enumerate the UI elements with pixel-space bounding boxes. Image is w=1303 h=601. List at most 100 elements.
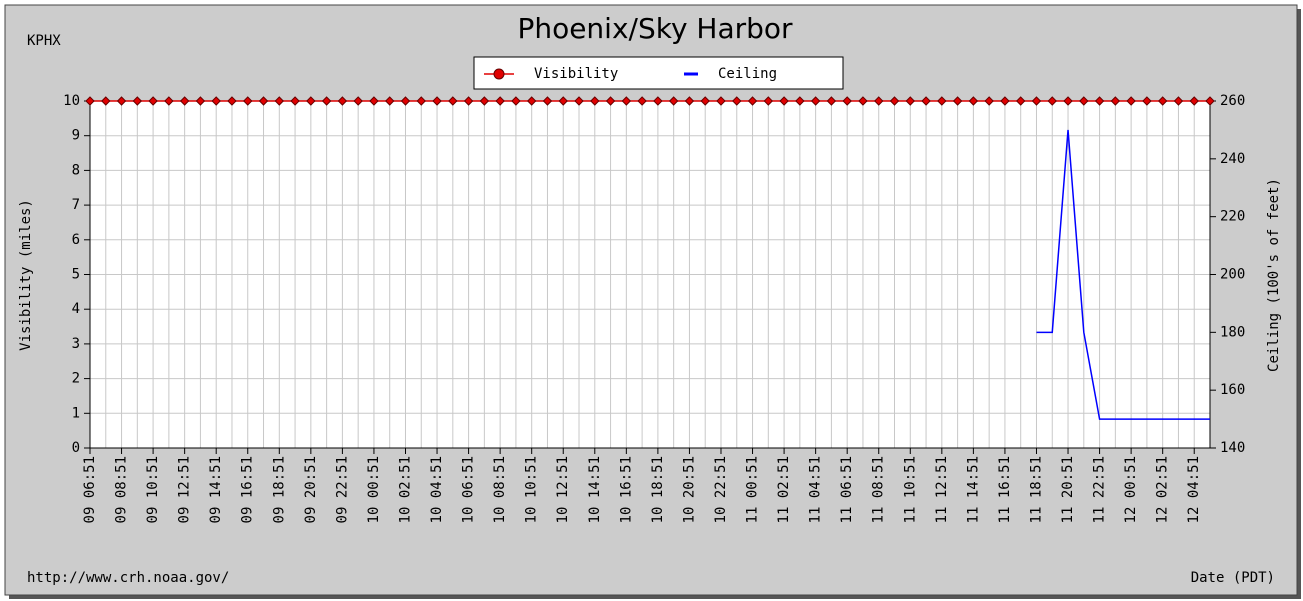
y-tick-label: 7	[72, 197, 80, 213]
y2-tick-label: 240	[1220, 151, 1245, 167]
x-tick-label: 09 14:51	[208, 456, 224, 523]
y-tick-label: 10	[63, 93, 80, 109]
y-tick-label: 1	[72, 405, 80, 421]
y2-tick-label: 220	[1220, 209, 1245, 225]
x-tick-label: 10 10:51	[524, 456, 540, 523]
point	[779, 96, 789, 106]
y-tick-label: 0	[72, 440, 80, 456]
station: KPHX	[27, 33, 61, 49]
point	[700, 96, 710, 106]
point	[1126, 96, 1136, 106]
point	[448, 96, 458, 106]
source: http://www.crh.noaa.gov/	[27, 570, 229, 586]
point	[984, 96, 994, 106]
x-tick-label: 11 20:51	[1060, 456, 1076, 523]
y-tick-label: 4	[72, 301, 80, 317]
point	[1000, 96, 1010, 106]
y-tick-label: 6	[72, 232, 80, 248]
point	[164, 96, 174, 106]
point	[1094, 96, 1105, 106]
y-tick-label: 8	[72, 162, 80, 178]
x-tick-label: 09 16:51	[240, 456, 256, 523]
point	[1142, 96, 1152, 106]
x-tick-label: 10 20:51	[681, 456, 697, 523]
y-tick-label: 2	[72, 371, 80, 387]
x-tick-label: 11 10:51	[902, 456, 918, 523]
series-line	[1036, 129, 1210, 420]
point	[1031, 96, 1042, 106]
x-tick-label: 11 08:51	[871, 456, 887, 523]
legend-label: Visibility	[534, 66, 618, 82]
x-tick-label: 11 00:51	[745, 456, 761, 523]
legend-marker	[493, 68, 505, 80]
x-tick-label: 12 00:51	[1123, 456, 1139, 523]
y2-tick-label: 160	[1220, 382, 1245, 398]
legend	[473, 56, 844, 90]
point	[826, 96, 837, 106]
point	[243, 96, 253, 106]
point	[732, 96, 742, 106]
point	[132, 96, 143, 106]
point	[684, 96, 695, 106]
x-tick-label: 09 18:51	[271, 456, 287, 523]
point	[306, 96, 316, 106]
point	[321, 96, 332, 106]
x-tick-label: 09 12:51	[177, 456, 193, 523]
y2-tick-label: 260	[1220, 93, 1245, 109]
point	[874, 96, 884, 106]
point	[85, 96, 95, 106]
x-tick-label: 09 08:51	[114, 456, 130, 523]
x-tick-label: 10 18:51	[650, 456, 666, 523]
point	[921, 96, 931, 106]
y-tick-label: 9	[72, 128, 80, 144]
point	[542, 96, 553, 106]
point	[905, 96, 915, 106]
point	[858, 96, 868, 106]
point	[842, 96, 852, 106]
y-tick-label: 5	[72, 267, 80, 283]
point	[1173, 96, 1184, 106]
point	[952, 96, 963, 106]
point	[621, 96, 632, 106]
point	[463, 96, 474, 106]
point	[369, 96, 379, 106]
point	[479, 96, 490, 106]
x-tick-label: 11 18:51	[1028, 456, 1044, 523]
point	[716, 96, 726, 106]
point	[590, 96, 600, 106]
point	[385, 96, 395, 106]
point	[274, 96, 285, 106]
x-tick-label: 11 16:51	[997, 456, 1013, 523]
x-tick-label: 09 22:51	[334, 456, 350, 523]
point	[416, 96, 426, 106]
point	[653, 96, 663, 106]
point	[211, 96, 221, 106]
point	[605, 96, 616, 106]
point	[1189, 96, 1199, 106]
x-axis-label: Date (PDT)	[1191, 570, 1275, 586]
x-tick-label: 11 04:51	[808, 456, 824, 523]
point	[795, 96, 805, 106]
x-tick-label: 10 14:51	[587, 456, 603, 523]
point	[937, 96, 947, 106]
point	[148, 96, 158, 106]
point	[526, 96, 537, 106]
point	[1110, 96, 1121, 106]
x-tick-label: 10 02:51	[397, 456, 413, 523]
point	[116, 96, 127, 106]
point	[810, 96, 821, 106]
x-tick-label: 11 06:51	[839, 456, 855, 523]
point	[227, 96, 237, 106]
point	[101, 96, 111, 106]
x-tick-label: 09 20:51	[303, 456, 319, 523]
point	[1015, 96, 1026, 106]
point	[747, 96, 758, 106]
point	[1063, 96, 1073, 106]
point	[400, 96, 411, 106]
point	[432, 96, 442, 106]
point	[968, 96, 979, 106]
point	[511, 96, 521, 106]
point	[1157, 96, 1168, 106]
chart-title: Phoenix/Sky Harbor	[517, 12, 793, 45]
x-tick-label: 09 10:51	[145, 456, 161, 523]
